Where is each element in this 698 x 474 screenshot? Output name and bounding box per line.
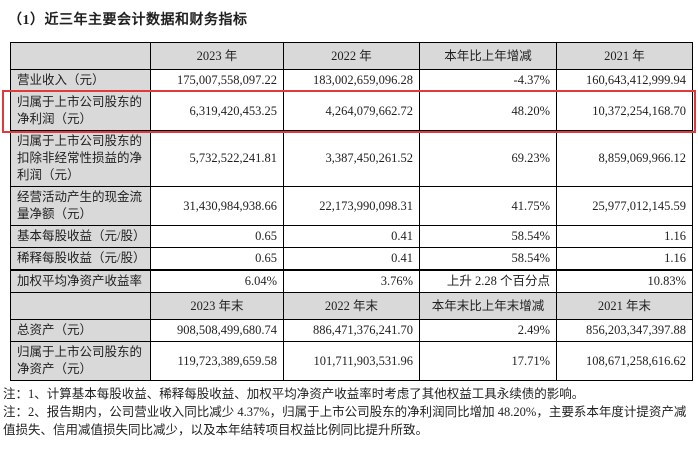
cell-value-change: 58.54% xyxy=(419,247,557,271)
cell-value-2021: 10,372,254,168.70 xyxy=(556,91,693,131)
row-label: 基本每股收益（元/股） xyxy=(10,225,151,248)
note-line-1: 注：1、计算基本每股收益、稀释每股收益、加权平均净资产收益率时考虑了其他权益工具… xyxy=(3,387,585,401)
table-row-operating-cash-flow: 经营活动产生的现金流量净额（元） 31,430,984,938.66 22,17… xyxy=(10,186,693,226)
cell-value-change: 48.20% xyxy=(419,91,557,131)
cell-value-2022: 0.41 xyxy=(283,225,420,248)
cell-value-2021: 25,977,012,145.59 xyxy=(556,186,693,226)
header-cell-2022: 2022 年 xyxy=(283,42,420,70)
header-row-annual: 2023 年 2022 年 本年比上年增减 2021 年 xyxy=(10,42,693,70)
header-cell-blank xyxy=(10,42,151,70)
cell-value-2023: 6.04% xyxy=(150,269,284,293)
row-label: 总资产（元） xyxy=(10,319,151,342)
cell-value-2021: 160,643,412,999.94 xyxy=(556,69,693,92)
cell-value-2021: 108,671,258,616.62 xyxy=(556,341,693,381)
table-row-revenue: 营业收入（元） 175,007,558,097.22 183,002,659,0… xyxy=(10,69,693,92)
cell-value-2022: 101,711,903,531.96 xyxy=(283,341,420,381)
cell-value-2022: 4,264,079,662.72 xyxy=(283,91,420,131)
row-label: 加权平均净资产收益率 xyxy=(10,269,151,293)
cell-value-2023: 908,508,499,680.74 xyxy=(150,319,284,342)
cell-value-2023: 6,319,420,453.25 xyxy=(150,91,284,131)
row-label: 营业收入（元） xyxy=(10,69,151,92)
cell-value-2023: 0.65 xyxy=(150,247,284,271)
cell-value-2022: 22,173,990,098.31 xyxy=(283,186,420,226)
cell-value-2021: 1.16 xyxy=(556,247,693,271)
cell-value-change: 17.71% xyxy=(419,341,557,381)
cell-value-2021: 856,203,347,397.88 xyxy=(556,319,693,342)
cell-value-2023: 175,007,558,097.22 xyxy=(150,69,284,92)
note-line-2: 注：2、报告期内，公司营业收入同比减少 4.37%，归属于上市公司股东的净利润同… xyxy=(3,405,687,437)
row-label: 归属于上市公司股东的扣除非经常性损益的净利润（元） xyxy=(10,130,151,187)
header-row-year-end: 2023 年末 2022 年末 本年末比上年末增减 2021 年末 xyxy=(10,292,693,320)
header-cell-2021-end: 2021 年末 xyxy=(556,292,693,320)
cell-value-2021: 8,859,069,966.12 xyxy=(556,130,693,187)
cell-value-2021: 1.16 xyxy=(556,225,693,248)
table-row-weighted-roe: 加权平均净资产收益率 6.04% 3.76% 上升 2.28 个百分点 10.8… xyxy=(10,269,693,293)
row-label: 稀释每股收益（元/股） xyxy=(10,247,151,271)
cell-value-2023: 5,732,522,241.81 xyxy=(150,130,284,187)
cell-value-2023: 0.65 xyxy=(150,225,284,248)
cell-value-2022: 3,387,450,261.52 xyxy=(283,130,420,187)
cell-value-2022: 183,002,659,096.28 xyxy=(283,69,420,92)
cell-value-2022: 0.41 xyxy=(283,247,420,271)
table-row-net-assets: 归属于上市公司股东的净资产（元） 119,723,389,659.58 101,… xyxy=(10,341,693,381)
footnotes: 注：1、计算基本每股收益、稀释每股收益、加权平均净资产收益率时考虑了其他权益工具… xyxy=(1,385,698,439)
row-label: 经营活动产生的现金流量净额（元） xyxy=(10,186,151,226)
cell-value-2023: 119,723,389,659.58 xyxy=(150,341,284,381)
cell-value-2021: 10.83% xyxy=(556,269,693,293)
highlighted-row: 归属于上市公司股东的净利润（元） 6,319,420,453.25 4,264,… xyxy=(10,91,693,131)
header-cell-2022-end: 2022 年末 xyxy=(283,292,420,320)
row-label: 归属于上市公司股东的净利润（元） xyxy=(10,91,151,131)
table-row-total-assets: 总资产（元） 908,508,499,680.74 886,471,376,24… xyxy=(10,319,693,342)
cell-value-2023: 31,430,984,938.66 xyxy=(150,186,284,226)
header-cell-year-end-change: 本年末比上年末增减 xyxy=(419,292,557,320)
cell-value-change: -4.37% xyxy=(419,69,557,92)
cell-value-change: 69.23% xyxy=(419,130,557,187)
cell-value-change: 58.54% xyxy=(419,225,557,248)
cell-value-2022: 3.76% xyxy=(283,269,420,293)
table-row-basic-eps: 基本每股收益（元/股） 0.65 0.41 58.54% 1.16 xyxy=(10,225,693,248)
table-row-deducted-net-profit: 归属于上市公司股东的扣除非经常性损益的净利润（元） 5,732,522,241.… xyxy=(10,130,693,187)
header-cell-yoy-change: 本年比上年增减 xyxy=(419,42,557,70)
page-title: （1）近三年主要会计数据和财务指标 xyxy=(8,13,248,28)
cell-value-2022: 886,471,376,241.70 xyxy=(283,319,420,342)
row-label: 归属于上市公司股东的净资产（元） xyxy=(10,341,151,381)
header-cell-2023: 2023 年 xyxy=(150,42,284,70)
header-cell-2021: 2021 年 xyxy=(556,42,693,70)
table-row-diluted-eps: 稀释每股收益（元/股） 0.65 0.41 58.54% 1.16 xyxy=(10,247,693,271)
header-cell-2023-end: 2023 年末 xyxy=(150,292,284,320)
cell-value-change: 上升 2.28 个百分点 xyxy=(419,269,557,293)
cell-value-change: 2.49% xyxy=(419,319,557,342)
financial-indicators-table: 2023 年 2022 年 本年比上年增减 2021 年 营业收入（元） 175… xyxy=(10,42,693,381)
header-cell-blank xyxy=(10,292,151,320)
cell-value-change: 41.75% xyxy=(419,186,557,226)
